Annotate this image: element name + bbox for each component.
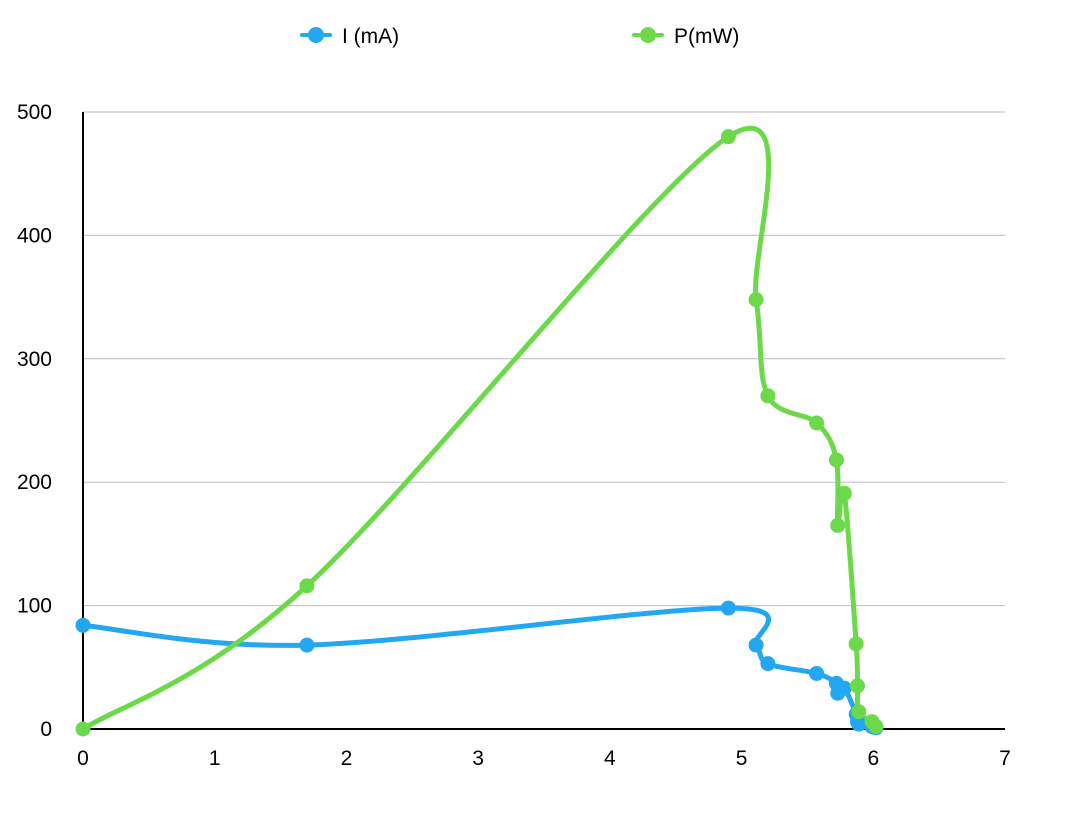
x-tick-label: 5 — [736, 747, 748, 770]
data-point-power — [720, 129, 736, 145]
data-point-current — [836, 680, 852, 696]
legend: I (mA) P(mW) — [300, 25, 739, 48]
x-tick-label: 3 — [472, 747, 484, 770]
data-point-current — [720, 600, 736, 616]
data-point-power — [748, 292, 764, 308]
data-point-current — [760, 656, 776, 672]
data-point-current — [75, 617, 91, 633]
y-tick-label: 300 — [17, 348, 52, 371]
series-group — [75, 125, 884, 737]
x-tick-label: 7 — [999, 747, 1011, 770]
y-tick-label: 400 — [17, 224, 52, 247]
y-tick-label: 200 — [17, 471, 52, 494]
data-point-current — [851, 716, 867, 732]
grid-lines — [83, 111, 1005, 607]
data-point-power — [828, 452, 844, 468]
data-point-current — [299, 637, 315, 653]
data-point-power — [299, 578, 315, 594]
data-point-power — [830, 517, 846, 533]
data-point-power — [836, 485, 852, 501]
y-tick-label: 100 — [17, 595, 52, 618]
data-point-power — [868, 719, 884, 735]
y-tick-label: 500 — [17, 101, 52, 124]
x-tick-label: 6 — [867, 747, 879, 770]
data-point-current — [748, 637, 764, 653]
data-point-power — [848, 636, 864, 652]
data-point-power — [849, 678, 865, 694]
data-point-power — [760, 388, 776, 404]
legend-label: P(mW) — [674, 25, 739, 48]
y-tick-label: 0 — [40, 718, 52, 741]
tick-labels: 0 100 200 300 400 500 0 1 2 3 4 5 6 7 — [17, 101, 1011, 770]
axes — [82, 112, 1005, 730]
x-tick-label: 2 — [341, 747, 353, 770]
legend-swatch-marker — [308, 27, 324, 43]
x-tick-label: 4 — [604, 747, 616, 770]
data-point-power — [851, 704, 867, 720]
data-point-current — [809, 665, 825, 681]
data-point-power — [809, 415, 825, 431]
x-tick-label: 1 — [209, 747, 221, 770]
x-tick-label: 0 — [77, 747, 89, 770]
data-point-power — [75, 721, 91, 737]
legend-swatch-marker — [640, 27, 656, 43]
legend-label: I (mA) — [342, 25, 399, 48]
